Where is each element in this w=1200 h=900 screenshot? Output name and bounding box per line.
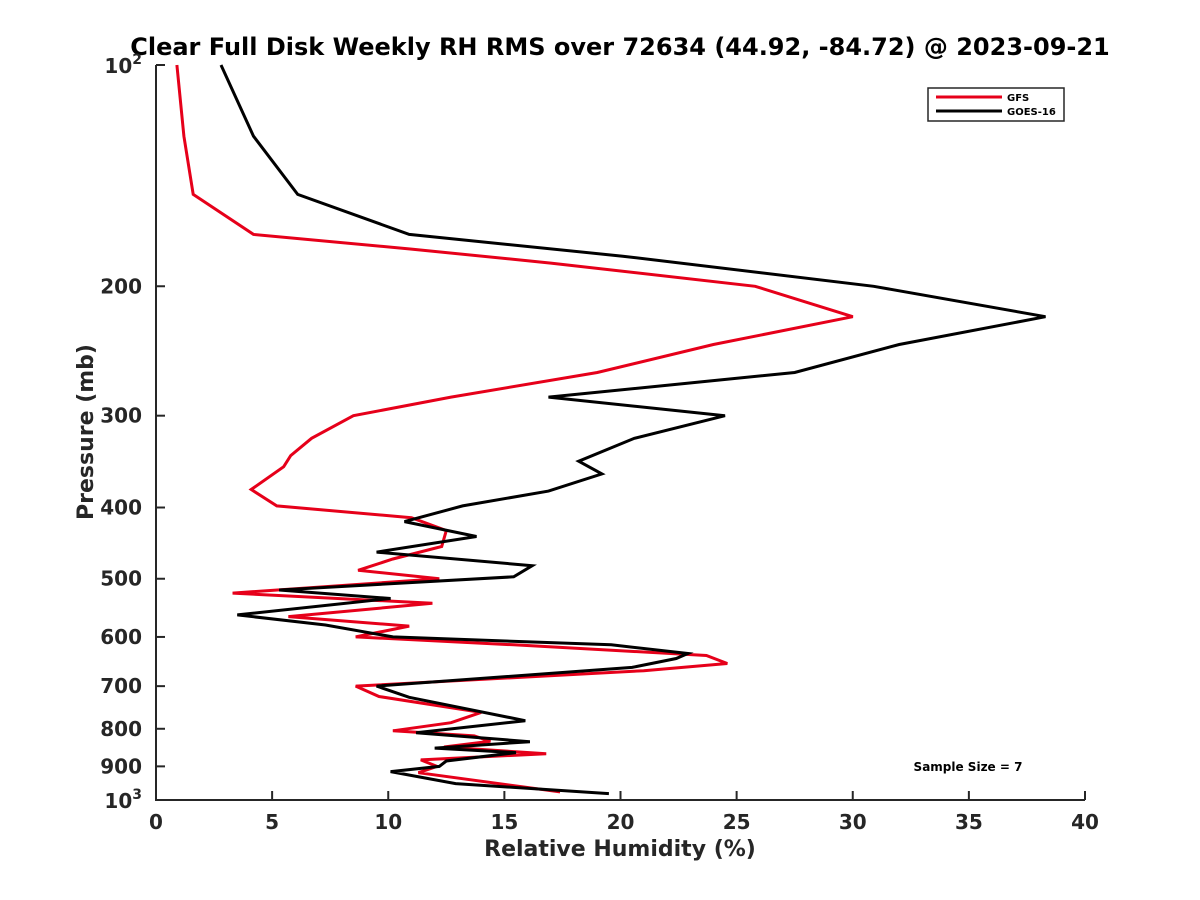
y-tick-label: 500 [100, 567, 142, 591]
x-tick-label: 35 [955, 810, 983, 834]
sample-size-annotation: Sample Size = 7 [914, 760, 1023, 774]
y-tick-label: 400 [100, 496, 142, 520]
y-tick-label: 102 [104, 52, 142, 78]
y-tick-label-base: 10 [104, 789, 132, 813]
x-tick-label: 40 [1071, 810, 1099, 834]
x-axis-label: Relative Humidity (%) [484, 837, 756, 862]
legend-label-goes16: GOES-16 [1007, 107, 1056, 118]
x-tick-label: 25 [723, 810, 751, 834]
y-tick-label: 900 [100, 754, 142, 778]
series-layer [175, 64, 1046, 796]
y-tick-label: 700 [100, 674, 142, 698]
series-line-goes16 [219, 64, 1046, 796]
y-tick-label: 200 [100, 274, 142, 298]
y-tick-label-base: 10 [104, 54, 132, 78]
y-tick-label: 300 [100, 404, 142, 428]
y-tick-label: 103 [104, 787, 142, 813]
chart-title: Clear Full Disk Weekly RH RMS over 72634… [130, 33, 1110, 61]
x-tick-label: 0 [149, 810, 163, 834]
y-tick-label: 800 [100, 717, 142, 741]
legend-label-gfs: GFS [1007, 93, 1029, 104]
y-tick-label-exponent: 3 [132, 787, 142, 803]
x-tick-label: 30 [839, 810, 867, 834]
x-tick-label: 20 [607, 810, 635, 834]
x-tick-label: 15 [490, 810, 518, 834]
legend: GFS GOES-16 [927, 87, 1065, 122]
y-tick-label: 600 [100, 625, 142, 649]
legend-box [927, 87, 1065, 122]
x-tick-label: 10 [374, 810, 402, 834]
y-tick-label-exponent: 2 [132, 52, 142, 68]
x-tick-label: 5 [265, 810, 279, 834]
y-axis-label: Pressure (mb) [74, 344, 99, 520]
x-ticks: 0 5 10 15 20 25 30 35 40 [149, 791, 1099, 834]
